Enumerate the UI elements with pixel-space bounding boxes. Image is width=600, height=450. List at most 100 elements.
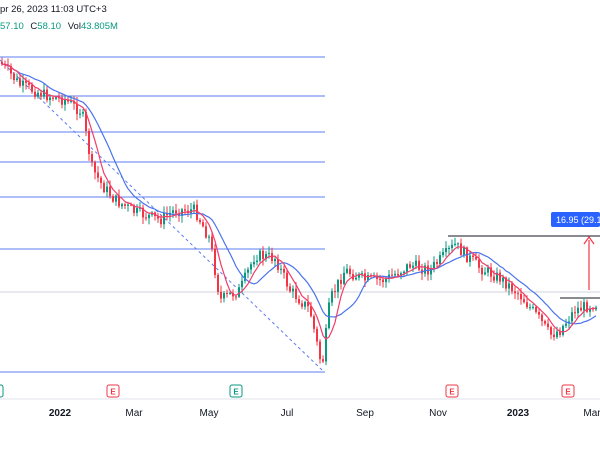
candle-body — [235, 296, 237, 298]
candle-body — [322, 359, 324, 362]
candle-body — [40, 92, 42, 97]
candle-body — [115, 195, 117, 202]
candle-body — [22, 80, 24, 86]
candle-body — [547, 323, 549, 328]
candlesticks — [1, 57, 597, 366]
candle-body — [94, 162, 96, 173]
candle-body — [403, 271, 405, 274]
candle-body — [157, 216, 159, 219]
candle-body — [214, 248, 216, 275]
measure-label-bg — [551, 212, 600, 227]
candle-body — [553, 334, 555, 338]
earnings-marker[interactable] — [445, 384, 459, 398]
candle-body — [400, 273, 402, 276]
chart-datetime: pr 26, 2023 11:03 UTC+3 — [0, 4, 107, 15]
candle-body — [439, 255, 441, 265]
candle-body — [589, 308, 591, 312]
candle-body — [223, 293, 225, 299]
candle-body — [343, 272, 345, 284]
candle-body — [310, 306, 312, 317]
candle-body — [433, 262, 435, 268]
earnings-marker[interactable] — [106, 384, 120, 398]
candle-body — [496, 272, 498, 281]
earnings-marker[interactable] — [229, 384, 243, 398]
candle-body — [58, 97, 60, 99]
candle-body — [337, 280, 339, 293]
candle-body — [418, 260, 420, 270]
candle-body — [307, 301, 309, 307]
candle-body — [199, 219, 201, 223]
candle-body — [61, 97, 63, 105]
x-tick-label: Jul — [281, 408, 294, 419]
earnings-marker-label: E — [110, 388, 116, 397]
candle-body — [268, 253, 270, 255]
candle-body — [412, 265, 414, 268]
candle-body — [481, 267, 483, 275]
candle-body — [82, 111, 84, 114]
candle-body — [571, 312, 573, 322]
candle-body — [346, 268, 348, 273]
candle-body — [532, 307, 534, 309]
candle-body — [550, 327, 552, 335]
candle-body — [256, 260, 258, 262]
candle-body — [361, 273, 363, 275]
candle-body — [478, 259, 480, 268]
candle-body — [217, 274, 219, 292]
measure-label: 16.95 (29.12 — [556, 215, 600, 225]
candle-body — [556, 331, 558, 338]
candle-body — [298, 299, 300, 304]
candle-body — [52, 97, 54, 99]
candle-body — [229, 292, 231, 294]
candle-body — [502, 277, 504, 282]
earnings-marker-label: E — [565, 388, 571, 397]
candle-body — [592, 308, 594, 310]
candle-body — [259, 250, 261, 261]
candle-body — [88, 130, 90, 155]
x-tick-label: May — [200, 408, 219, 419]
candle-body — [67, 99, 69, 102]
candle-body — [220, 291, 222, 299]
candle-body — [487, 267, 489, 273]
earnings-marker[interactable] — [561, 384, 575, 398]
candle-body — [37, 92, 39, 97]
candle-body — [406, 264, 408, 272]
candle-body — [514, 291, 516, 294]
candle-body — [238, 287, 240, 297]
earnings-marker-label: E — [233, 388, 239, 397]
candle-body — [118, 195, 120, 207]
candle-body — [544, 321, 546, 324]
candle-body — [586, 302, 588, 312]
earnings-marker[interactable] — [0, 384, 4, 398]
candle-body — [163, 212, 165, 225]
candle-body — [70, 101, 72, 103]
candle-body — [508, 283, 510, 289]
candle-body — [160, 218, 162, 225]
candle-body — [1, 62, 3, 65]
candle-body — [295, 288, 297, 300]
ohlc-vol-key: Vol — [67, 21, 81, 32]
candle-body — [460, 243, 462, 255]
candle-body — [475, 256, 477, 260]
candle-body — [25, 80, 27, 83]
candle-body — [493, 276, 495, 281]
candle-body — [100, 177, 102, 183]
candle-body — [535, 307, 537, 312]
x-tick-label: Mar — [583, 408, 600, 419]
candle-body — [559, 331, 561, 335]
candle-body — [109, 186, 111, 197]
earnings-marker-label: E — [449, 388, 455, 397]
candle-body — [13, 73, 15, 80]
event-markers: EEEEE — [0, 384, 575, 398]
x-tick-label: 2023 — [507, 408, 530, 419]
candle-body — [505, 277, 507, 289]
fibonacci-levels — [0, 56, 325, 373]
candle-body — [511, 283, 513, 292]
candle-body — [208, 236, 210, 238]
candle-body — [76, 103, 78, 115]
candle-body — [49, 97, 51, 101]
candle-body — [430, 267, 432, 275]
candle-body — [55, 97, 57, 99]
candle-body — [334, 291, 336, 293]
candle-body — [349, 268, 351, 275]
